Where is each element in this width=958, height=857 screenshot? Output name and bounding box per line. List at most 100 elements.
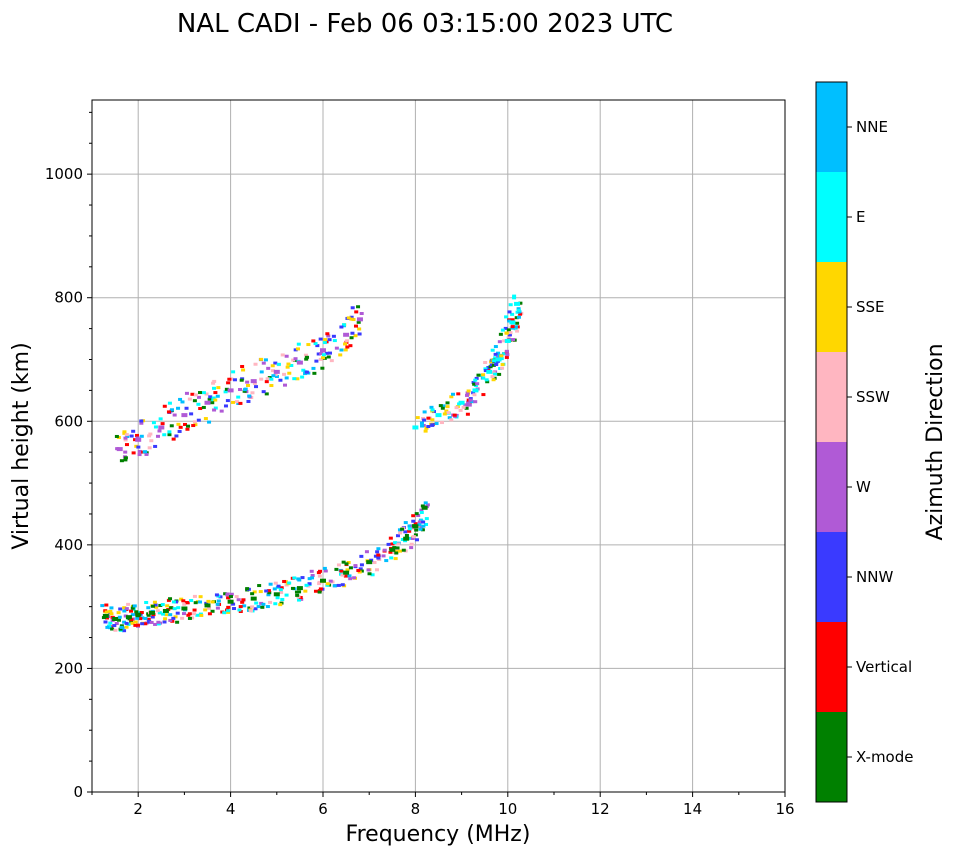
echo-point bbox=[250, 391, 255, 395]
echo-point bbox=[247, 394, 252, 398]
echo-point bbox=[426, 425, 431, 429]
echo-point bbox=[213, 391, 218, 395]
echo-point bbox=[343, 342, 348, 346]
echo-point bbox=[317, 590, 322, 594]
echo-point bbox=[198, 595, 203, 599]
trace-point bbox=[125, 615, 132, 620]
echo-point bbox=[483, 369, 488, 373]
echo-point bbox=[192, 399, 197, 403]
echo-point bbox=[169, 408, 174, 412]
trace-point bbox=[158, 425, 165, 430]
echo-point bbox=[143, 616, 148, 620]
trace-point bbox=[495, 357, 502, 362]
echo-point bbox=[167, 401, 172, 405]
echo-point bbox=[196, 402, 201, 406]
echo-point bbox=[320, 366, 325, 370]
echo-point bbox=[347, 574, 352, 578]
echo-point bbox=[171, 437, 176, 441]
echo-point bbox=[282, 579, 287, 583]
echo-point bbox=[266, 589, 271, 593]
echo-point bbox=[334, 567, 339, 571]
echo-point bbox=[340, 573, 345, 577]
trace-point bbox=[403, 536, 410, 541]
echo-point bbox=[373, 554, 378, 558]
echo-point bbox=[195, 613, 200, 617]
echo-point bbox=[420, 417, 425, 421]
echo-point bbox=[314, 359, 319, 363]
echo-point bbox=[183, 422, 188, 426]
echo-point bbox=[258, 590, 263, 594]
echo-point bbox=[506, 336, 511, 340]
echo-point bbox=[338, 353, 343, 357]
echo-point bbox=[254, 601, 259, 605]
echo-point bbox=[324, 351, 329, 355]
echo-point bbox=[424, 517, 429, 521]
echo-point bbox=[296, 342, 301, 346]
echo-point bbox=[238, 388, 243, 392]
echo-point bbox=[272, 587, 277, 591]
echo-point bbox=[122, 606, 127, 610]
echo-point bbox=[471, 380, 476, 384]
echo-point bbox=[123, 456, 128, 460]
echo-point bbox=[419, 508, 424, 512]
echo-point bbox=[465, 403, 470, 407]
echo-point bbox=[382, 548, 387, 552]
echo-point bbox=[290, 586, 295, 590]
echo-point bbox=[417, 523, 422, 527]
echo-point bbox=[310, 576, 315, 580]
echo-point bbox=[129, 434, 134, 438]
echo-point bbox=[421, 520, 426, 524]
echo-point bbox=[104, 610, 109, 614]
echo-point bbox=[294, 590, 299, 594]
echo-point bbox=[280, 597, 285, 601]
echo-point bbox=[279, 590, 284, 594]
echo-point bbox=[108, 609, 113, 613]
trace-point bbox=[273, 592, 280, 597]
echo-point bbox=[357, 570, 362, 574]
echo-point bbox=[284, 593, 289, 597]
trace-point bbox=[181, 413, 188, 418]
echo-point bbox=[295, 377, 300, 381]
echo-point bbox=[273, 602, 278, 606]
echo-point bbox=[398, 531, 403, 535]
echo-point bbox=[325, 332, 330, 336]
echo-point bbox=[511, 338, 516, 342]
echo-point bbox=[195, 600, 200, 604]
echo-point bbox=[497, 340, 502, 344]
echo-point bbox=[153, 622, 158, 626]
echo-point bbox=[192, 612, 197, 616]
echo-point bbox=[395, 548, 400, 552]
echo-point bbox=[135, 433, 140, 437]
echo-point bbox=[176, 422, 181, 426]
echo-point bbox=[140, 616, 145, 620]
echo-point bbox=[266, 366, 271, 370]
echo-point bbox=[417, 520, 422, 524]
echo-point bbox=[465, 391, 470, 395]
echo-point bbox=[508, 303, 513, 307]
echo-point bbox=[474, 376, 479, 380]
echo-point bbox=[510, 318, 515, 322]
echo-point bbox=[211, 381, 216, 385]
echo-point bbox=[352, 576, 357, 580]
echo-point bbox=[283, 383, 288, 387]
echo-point bbox=[207, 420, 212, 424]
echo-point bbox=[143, 450, 148, 454]
echo-point bbox=[472, 393, 477, 397]
echo-point bbox=[423, 501, 428, 505]
echo-point bbox=[261, 361, 266, 365]
echo-point bbox=[114, 622, 119, 626]
echo-point bbox=[329, 359, 334, 363]
echo-point bbox=[301, 368, 306, 372]
echo-point bbox=[317, 580, 322, 584]
echo-point bbox=[109, 612, 114, 616]
echo-point bbox=[295, 347, 300, 351]
echo-point bbox=[240, 600, 245, 604]
echo-point bbox=[237, 608, 242, 612]
echo-point bbox=[174, 434, 179, 438]
echo-point bbox=[172, 413, 177, 417]
echo-point bbox=[189, 412, 194, 416]
echo-point bbox=[475, 382, 480, 386]
echo-point bbox=[189, 599, 194, 603]
echo-point bbox=[375, 568, 380, 572]
echo-point bbox=[486, 366, 491, 370]
